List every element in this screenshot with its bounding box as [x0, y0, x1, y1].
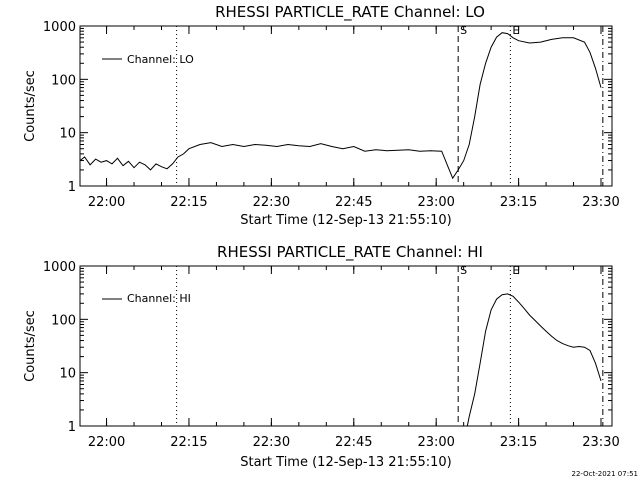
- chart-1-title: RHESSI PARTICLE_RATE Channel: LO: [215, 3, 485, 22]
- x-tick-label: 22:30: [253, 195, 290, 210]
- y-tick-label: 1: [68, 420, 76, 435]
- y-tick-label: 100: [51, 313, 76, 328]
- x-tick-label: 23:00: [417, 435, 454, 450]
- chart-2: 1 10 100 1000 22:00 22:15 22:30 22:45 23:00 23:15…: [43, 260, 620, 450]
- marker-label: E: [512, 24, 519, 37]
- chart-2-legend-label: Channel: HI: [127, 292, 191, 305]
- x-tick-label: 22:45: [335, 195, 372, 210]
- x-tick-label: 23:30: [582, 435, 619, 450]
- x-tick-label: 23:15: [500, 195, 537, 210]
- x-tick-label: 22:00: [88, 435, 125, 450]
- x-tick-label: 22:15: [170, 435, 207, 450]
- footer-timestamp: 22-Oct-2021 07:51: [572, 470, 638, 478]
- chart-2-title: RHESSI PARTICLE_RATE Channel: HI: [217, 243, 483, 262]
- series-line: [79, 32, 602, 180]
- chart-1-ylabel: Counts/sec: [23, 70, 38, 142]
- chart-1-xlabel: Start Time (12-Sep-13 21:55:10): [240, 213, 451, 228]
- x-tick-label: 22:15: [170, 195, 207, 210]
- y-tick-label: 10: [59, 367, 76, 382]
- x-tick-label: 22:30: [253, 435, 290, 450]
- x-tick-label: 22:00: [88, 195, 125, 210]
- marker-label: S: [460, 24, 467, 37]
- chart-1-legend-label: Channel: LO: [127, 53, 194, 66]
- y-tick-label: 1000: [43, 20, 76, 35]
- y-tick-label: 1000: [43, 260, 76, 275]
- chart-1: 1 10 100 1000 22:00 22:15 22:30 22:45 23:00 23:15…: [43, 20, 620, 210]
- plot-frame: [79, 25, 613, 187]
- x-tick-label: 22:45: [335, 435, 372, 450]
- marker-label: S: [460, 264, 467, 277]
- series-line: [466, 293, 602, 427]
- chart-2-ylabel: Counts/sec: [23, 310, 38, 382]
- chart-2-xlabel: Start Time (12-Sep-13 21:55:10): [240, 455, 451, 470]
- x-tick-label: 23:00: [417, 195, 454, 210]
- plot-frame: [79, 265, 613, 427]
- x-tick-label: 23:15: [500, 435, 537, 450]
- marker-label: E: [512, 264, 519, 277]
- y-tick-label: 1: [68, 180, 76, 195]
- y-tick-label: 100: [51, 73, 76, 88]
- x-tick-label: 23:30: [582, 195, 619, 210]
- y-tick-label: 10: [59, 127, 76, 142]
